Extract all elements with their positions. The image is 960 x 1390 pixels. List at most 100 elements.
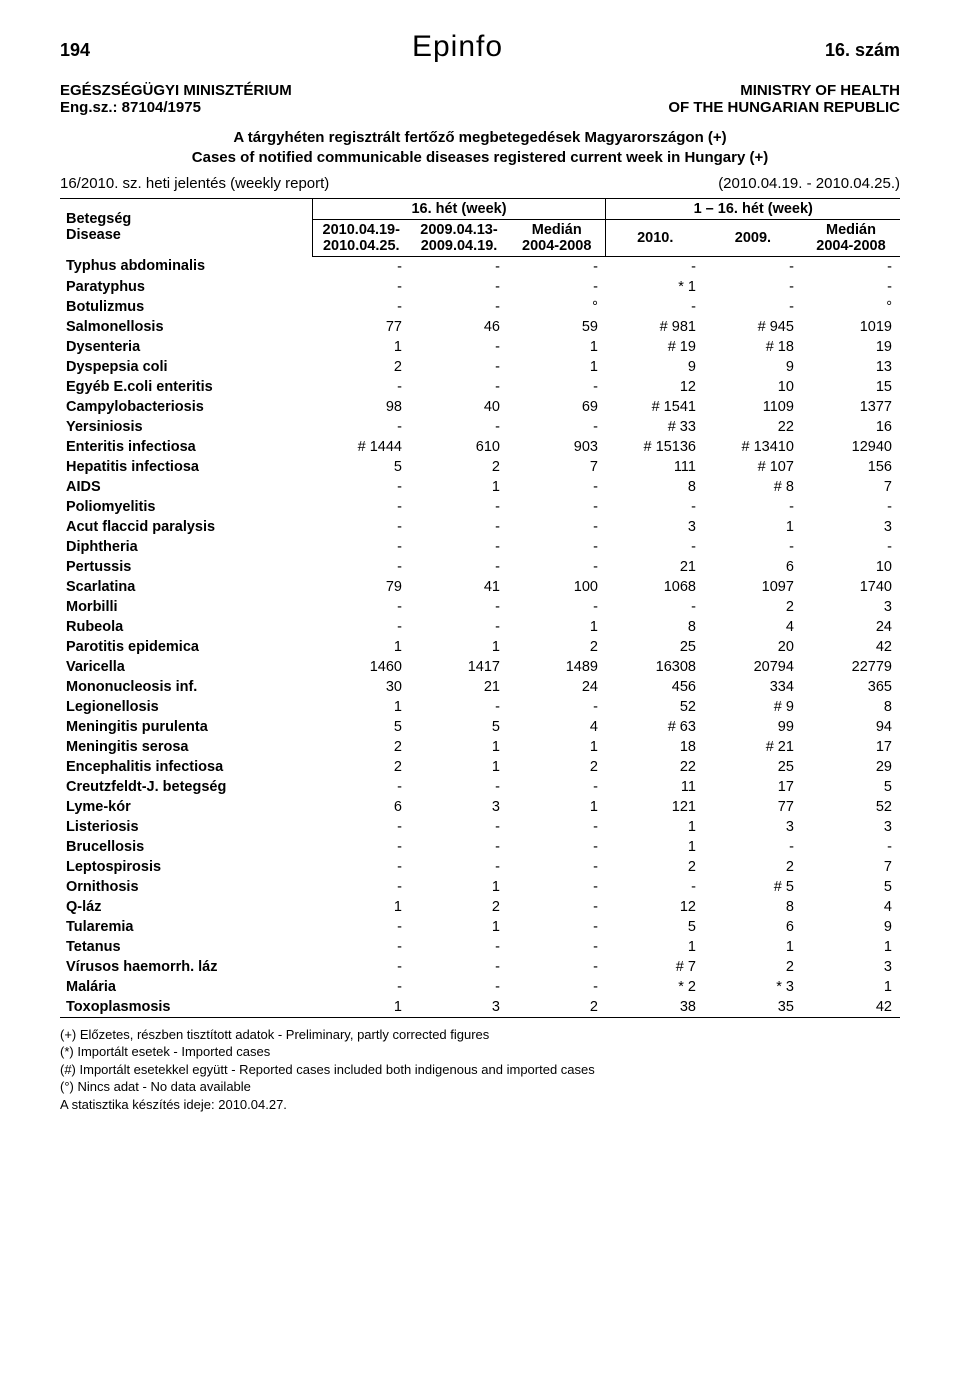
table-header-row-1: Betegség Disease 16. hét (week) 1 – 16. …: [60, 198, 900, 219]
value-cell: # 63: [606, 717, 704, 737]
table-row: Varicella146014171489163082079422779: [60, 657, 900, 677]
value-cell: 29: [802, 757, 900, 777]
value-cell: 2: [312, 357, 410, 377]
table-row: Dysenteria1-1# 19# 1819: [60, 337, 900, 357]
value-cell: 79: [312, 577, 410, 597]
disease-name-cell: Paratyphus: [60, 277, 312, 297]
table-row: Salmonellosis774659# 981# 9451019: [60, 317, 900, 337]
value-cell: 52: [606, 697, 704, 717]
disease-name-cell: Tularemia: [60, 917, 312, 937]
disease-name-cell: Morbilli: [60, 597, 312, 617]
value-cell: 1460: [312, 657, 410, 677]
value-cell: 16308: [606, 657, 704, 677]
value-cell: -: [410, 777, 508, 797]
table-row: Parotitis epidemica112252042: [60, 637, 900, 657]
value-cell: 1: [508, 617, 606, 637]
table-row: Listeriosis---133: [60, 817, 900, 837]
value-cell: -: [410, 297, 508, 317]
table-row: Meningitis serosa21118# 2117: [60, 737, 900, 757]
value-cell: -: [312, 617, 410, 637]
value-cell: 10: [704, 377, 802, 397]
value-cell: -: [606, 537, 704, 557]
value-cell: 24: [802, 617, 900, 637]
value-cell: -: [312, 917, 410, 937]
footnote-line: A statisztika készítés ideje: 2010.04.27…: [60, 1096, 900, 1114]
value-cell: -: [508, 377, 606, 397]
value-cell: 38: [606, 997, 704, 1018]
table-row: AIDS-1-8# 87: [60, 477, 900, 497]
value-cell: 5: [606, 917, 704, 937]
value-cell: 9: [606, 357, 704, 377]
disease-table-head: Betegség Disease 16. hét (week) 1 – 16. …: [60, 198, 900, 256]
table-row: Leptospirosis---227: [60, 857, 900, 877]
table-row: Mononucleosis inf.302124456334365: [60, 677, 900, 697]
value-cell: 1: [312, 637, 410, 657]
value-cell: 2: [704, 957, 802, 977]
value-cell: 3: [802, 597, 900, 617]
value-cell: -: [508, 477, 606, 497]
value-cell: 22: [704, 417, 802, 437]
value-cell: 1: [508, 337, 606, 357]
disease-name-cell: Q-láz: [60, 897, 312, 917]
value-cell: # 107: [704, 457, 802, 477]
value-cell: 5: [312, 717, 410, 737]
disease-name-cell: Vírusos haemorrh. láz: [60, 957, 312, 977]
report-period-left: 16/2010. sz. heti jelentés (weekly repor…: [60, 175, 329, 192]
publication-brand: Epinfo: [90, 30, 825, 64]
table-row: Tularemia-1-569: [60, 917, 900, 937]
disease-name-cell: Enteritis infectiosa: [60, 437, 312, 457]
value-cell: 12: [606, 377, 704, 397]
value-cell: -: [410, 857, 508, 877]
value-cell: 1: [704, 517, 802, 537]
value-cell: 1: [312, 697, 410, 717]
disease-name-cell: Parotitis epidemica: [60, 637, 312, 657]
value-cell: -: [312, 256, 410, 277]
ministry-meta-row: EGÉSZSÉGÜGYI MINISZTÉRIUM Eng.sz.: 87104…: [60, 82, 900, 116]
subtitle-line1: A tárgyhéten regisztrált fertőző megbete…: [60, 128, 900, 148]
ministry-left: EGÉSZSÉGÜGYI MINISZTÉRIUM Eng.sz.: 87104…: [60, 82, 292, 116]
table-row: Malária---* 2* 31: [60, 977, 900, 997]
value-cell: -: [410, 537, 508, 557]
col-disease-header: Betegség Disease: [60, 198, 312, 256]
table-row: Typhus abdominalis------: [60, 256, 900, 277]
value-cell: # 21: [704, 737, 802, 757]
value-cell: 12: [606, 897, 704, 917]
disease-name-cell: Scarlatina: [60, 577, 312, 597]
value-cell: 9: [704, 357, 802, 377]
value-cell: 2: [508, 997, 606, 1018]
value-cell: -: [312, 937, 410, 957]
table-row: Hepatitis infectiosa527111# 107156: [60, 457, 900, 477]
value-cell: -: [606, 256, 704, 277]
value-cell: -: [508, 277, 606, 297]
value-cell: 18: [606, 737, 704, 757]
value-cell: 10: [802, 557, 900, 577]
value-cell: 1417: [410, 657, 508, 677]
table-row: Enteritis infectiosa# 1444610903# 15136#…: [60, 437, 900, 457]
footnote-line: (*) Importált esetek - Imported cases: [60, 1043, 900, 1061]
value-cell: 365: [802, 677, 900, 697]
value-cell: -: [508, 537, 606, 557]
disease-name-cell: Diphtheria: [60, 537, 312, 557]
value-cell: -: [410, 557, 508, 577]
value-cell: -: [410, 957, 508, 977]
value-cell: 1: [312, 897, 410, 917]
disease-name-cell: Listeriosis: [60, 817, 312, 837]
disease-name-cell: Leptospirosis: [60, 857, 312, 877]
value-cell: 11: [606, 777, 704, 797]
value-cell: 8: [802, 697, 900, 717]
report-period-right: (2010.04.19. - 2010.04.25.): [718, 175, 900, 192]
footnote-line: (°) Nincs adat - No data available: [60, 1078, 900, 1096]
table-row: Acut flaccid paralysis---313: [60, 517, 900, 537]
value-cell: * 3: [704, 977, 802, 997]
value-cell: 41: [410, 577, 508, 597]
disease-name-cell: Hepatitis infectiosa: [60, 457, 312, 477]
page-root: 194 Epinfo 16. szám EGÉSZSÉGÜGYI MINISZT…: [0, 0, 960, 1153]
table-row: Toxoplasmosis132383542: [60, 997, 900, 1018]
ministry-right-line1: MINISTRY OF HEALTH: [668, 82, 900, 99]
value-cell: * 2: [606, 977, 704, 997]
value-cell: 1: [606, 837, 704, 857]
value-cell: -: [508, 837, 606, 857]
value-cell: 121: [606, 797, 704, 817]
value-cell: -: [704, 837, 802, 857]
value-cell: 3: [802, 957, 900, 977]
